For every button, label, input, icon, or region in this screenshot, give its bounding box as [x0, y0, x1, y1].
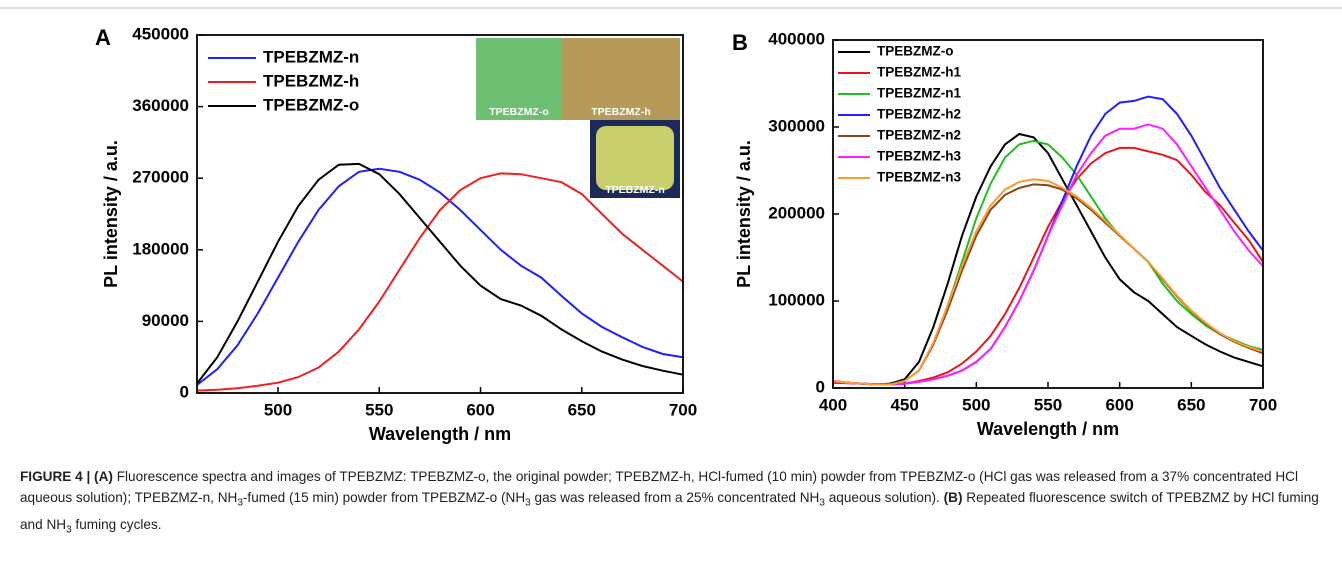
- caption-run: 3: [525, 497, 531, 509]
- y-tick-label: 360000: [132, 96, 189, 115]
- inset-label: TPEBZMZ-o: [489, 106, 549, 118]
- y-tick-label: 0: [816, 377, 825, 396]
- legend-label: TPEBZMZ-h1: [877, 65, 961, 80]
- y-tick-label: 90000: [142, 311, 189, 330]
- y-axis-title: PL intensity / a.u.: [101, 140, 121, 288]
- caption-run: Repeated fluorescence switch of TPEBZMZ …: [20, 490, 1319, 532]
- series-line: [832, 183, 1264, 386]
- inset-photo: [596, 126, 674, 190]
- x-tick-label: 550: [365, 400, 393, 419]
- series-line: [196, 162, 684, 385]
- caption-run: fuming cycles.: [71, 516, 162, 532]
- x-tick-label: 550: [1034, 395, 1062, 414]
- caption-run: Fluorescence spectra and images of TPEBZ…: [20, 469, 1299, 505]
- y-tick-label: 100000: [768, 290, 825, 309]
- y-tick-label: 200000: [768, 203, 825, 222]
- legend-label: TPEBZMZ-n: [263, 47, 359, 66]
- y-tick-label: 180000: [132, 239, 189, 258]
- caption-run: aqueous solution).: [824, 490, 944, 505]
- legend-label: TPEBZMZ-h3: [877, 149, 961, 164]
- x-tick-label: 450: [890, 395, 918, 414]
- y-tick-label: 400000: [768, 29, 825, 48]
- legend-label: TPEBZMZ-n3: [877, 170, 961, 185]
- y-tick-label: 0: [180, 382, 189, 401]
- caption-run: FIGURE 4 | (A): [20, 469, 113, 484]
- inset-label: TPEBZMZ-n: [605, 184, 665, 196]
- y-tick-label: 450000: [132, 24, 189, 43]
- legend-label: TPEBZMZ-n1: [877, 86, 961, 101]
- x-tick-label: 400: [819, 395, 847, 414]
- series-line: [196, 167, 684, 386]
- inset-photo: [476, 38, 562, 120]
- inset-photo: [562, 38, 680, 120]
- caption-run: 3: [237, 497, 243, 509]
- series-line: [832, 178, 1264, 386]
- x-axis-title: Wavelength / nm: [977, 419, 1119, 439]
- caption-run: gas was released from a 25% concentrated…: [530, 490, 820, 505]
- plot-frame: [196, 34, 684, 394]
- y-tick-label: 300000: [768, 116, 825, 135]
- series-line: [832, 132, 1264, 386]
- figure: A 0 90000 180000 270000 360000 450000 500 550 600…: [0, 7, 1342, 444]
- x-tick-label: 650: [1177, 395, 1205, 414]
- legend-label: TPEBZMZ-o: [263, 95, 359, 114]
- x-tick-label: 600: [1105, 395, 1133, 414]
- caption-run: (B): [943, 490, 963, 505]
- legend-label: TPEBZMZ-n2: [877, 128, 961, 143]
- x-tick-label: 700: [1249, 395, 1277, 414]
- series-line: [832, 123, 1264, 386]
- x-tick-label: 600: [466, 400, 494, 419]
- legend-label: TPEBZMZ-h: [263, 71, 359, 90]
- x-tick-label: 500: [962, 395, 990, 414]
- panel-label: B: [732, 30, 748, 55]
- legend-label: TPEBZMZ-h2: [877, 107, 961, 122]
- inset-label: TPEBZMZ-h: [591, 106, 651, 118]
- x-tick-label: 500: [264, 400, 292, 419]
- y-tick-label: 270000: [132, 168, 189, 187]
- caption: FIGURE 4 | (A) Fluorescence spectra and …: [20, 466, 1320, 540]
- panel-label: A: [95, 25, 111, 50]
- series-line: [196, 172, 684, 392]
- legend-label: TPEBZMZ-o: [877, 44, 954, 59]
- x-axis-title: Wavelength / nm: [369, 424, 511, 444]
- x-tick-label: 700: [669, 400, 697, 419]
- caption-run: 3: [819, 497, 825, 509]
- plot-frame: [832, 39, 1264, 389]
- y-axis-title: PL intensity / a.u.: [734, 140, 754, 288]
- caption-run: 3: [66, 524, 72, 536]
- caption-run: -fumed (15 min) powder from TPEBZMZ-o (N…: [242, 490, 526, 505]
- x-tick-label: 650: [568, 400, 596, 419]
